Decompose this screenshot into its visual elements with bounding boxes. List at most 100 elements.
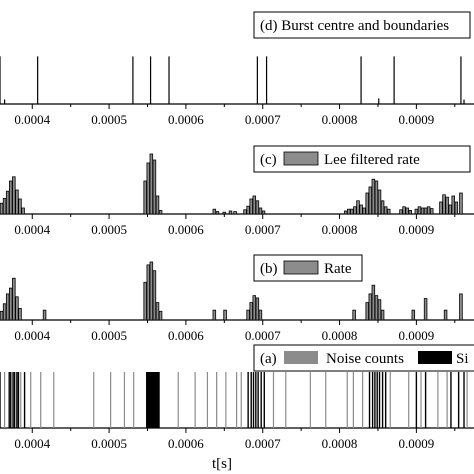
bar <box>368 293 373 321</box>
bar <box>459 192 463 215</box>
x-tick-label: 0.0009 <box>399 436 435 451</box>
bar <box>9 287 13 321</box>
legend-label: Lee filtered rate <box>324 152 420 168</box>
bar <box>2 303 7 321</box>
bar <box>258 207 263 215</box>
legend-swatch <box>283 151 319 166</box>
bar <box>246 205 250 215</box>
x-tick-label: 0.0005 <box>91 222 127 237</box>
legend-label: (d) Burst centre and boundaries <box>260 18 449 34</box>
x-tick-label: 0.0006 <box>168 328 204 343</box>
x-tick-label: 0.0004 <box>14 112 50 127</box>
bar <box>255 200 260 215</box>
legend-swatch-signal <box>418 351 452 364</box>
bar <box>377 299 382 321</box>
bar <box>149 261 154 321</box>
bar <box>152 159 157 215</box>
panel-b: 0.0004 0.0005 0.0006 0.0007 0.0008 0.0009 (b) R… <box>0 254 474 343</box>
bar <box>383 206 388 215</box>
bar <box>445 196 449 215</box>
bar <box>222 211 227 215</box>
bar <box>42 309 47 321</box>
bar <box>258 309 263 321</box>
x-tick-label: 0.0008 <box>322 328 358 343</box>
bar <box>143 281 147 321</box>
bar <box>350 208 354 215</box>
bar <box>155 195 160 215</box>
bar <box>223 309 227 321</box>
bar <box>353 206 357 215</box>
bar <box>15 189 19 215</box>
bar <box>249 198 253 215</box>
legend-label-signal: Si <box>456 351 469 367</box>
bar <box>377 189 382 215</box>
bar <box>228 210 233 215</box>
bar <box>261 210 266 215</box>
legend-label-noise: Noise counts <box>326 351 404 367</box>
bar <box>252 295 257 321</box>
bar <box>402 206 406 215</box>
bar <box>18 307 22 321</box>
bar <box>423 207 428 215</box>
x-tick-label: 0.0007 <box>245 112 281 127</box>
bar <box>405 207 409 215</box>
bar <box>362 207 366 215</box>
bar <box>371 178 376 215</box>
panel-d: 0.0004 0.0005 0.0006 0.0007 0.0008 0.0009 (d) … <box>0 11 474 127</box>
bar <box>374 295 379 321</box>
x-tick-label: 0.0009 <box>399 328 435 343</box>
bar <box>18 198 22 215</box>
panel-c: 0.0004 0.0005 0.0006 0.0007 0.0008 0.0009 (c) L… <box>0 145 474 237</box>
bar <box>443 309 448 321</box>
panel-a: 0.0004 0.0005 0.0006 0.0007 0.0008 0.0009 (a) N… <box>0 344 474 451</box>
bar <box>380 309 385 321</box>
bar <box>454 201 459 215</box>
x-tick-label: 0.0008 <box>322 436 358 451</box>
bar <box>0 202 4 215</box>
bar <box>417 206 422 215</box>
x-tick-label: 0.0005 <box>91 328 127 343</box>
bar <box>430 208 434 215</box>
bar <box>233 211 237 215</box>
bar <box>12 176 16 215</box>
legend-panel-tag: (b) <box>260 261 278 277</box>
bar <box>21 207 25 215</box>
bar <box>143 180 147 215</box>
bar <box>2 197 7 215</box>
x-tick-label: 0.0009 <box>399 112 435 127</box>
x-tick-label: 0.0009 <box>399 222 435 237</box>
x-tick-label: 0.0007 <box>245 436 281 451</box>
x-tick-label: 0.0004 <box>14 328 50 343</box>
bar <box>255 297 260 321</box>
bar <box>408 209 412 215</box>
bar <box>249 302 253 321</box>
legend-swatch-noise <box>284 351 318 364</box>
bar <box>146 162 151 215</box>
bar <box>246 309 250 321</box>
bar <box>365 192 369 215</box>
bar <box>212 208 217 215</box>
bar <box>414 208 419 215</box>
x-tick-label: 0.0005 <box>91 112 127 127</box>
legend-box <box>253 11 471 39</box>
bar <box>374 180 379 215</box>
bar <box>149 153 154 215</box>
bar <box>451 195 456 215</box>
bar <box>212 309 217 321</box>
bar <box>426 206 431 215</box>
bar <box>9 180 13 215</box>
bar <box>380 200 385 215</box>
bar <box>352 309 356 321</box>
bar <box>356 200 360 215</box>
x-tick-label: 0.0006 <box>168 222 204 237</box>
chart-panels: 0.0004 0.0005 0.0006 0.0007 0.0008 0.0009 (d) … <box>0 11 474 451</box>
bar <box>399 209 403 215</box>
bar <box>448 204 452 215</box>
x-tick-label: 0.0007 <box>245 222 281 237</box>
bar <box>439 201 443 215</box>
bar <box>5 190 10 215</box>
bar <box>12 277 16 321</box>
x-tick-label: 0.0008 <box>322 222 358 237</box>
bar <box>459 293 463 321</box>
